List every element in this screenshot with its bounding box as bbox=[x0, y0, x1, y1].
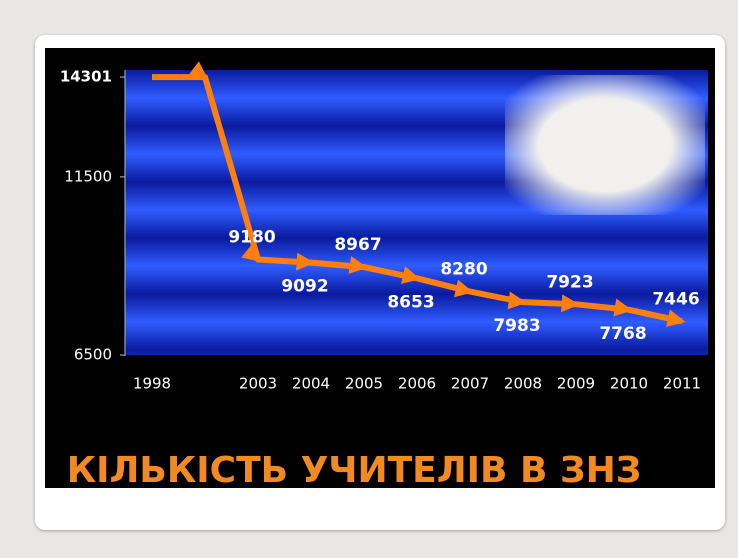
data-label: 9180 bbox=[228, 228, 275, 248]
y-tick-label: 14301 bbox=[60, 68, 112, 86]
teacher-photo bbox=[505, 75, 705, 215]
x-tick-label: 2003 bbox=[239, 375, 277, 393]
data-label: 7446 bbox=[652, 289, 699, 309]
chart-title: КІЛЬКІСТЬ УЧИТЕЛІВ В ЗНЗ bbox=[67, 450, 642, 491]
x-tick-label: 2011 bbox=[663, 375, 701, 393]
data-label: 7768 bbox=[599, 324, 646, 344]
data-label: 7983 bbox=[493, 316, 540, 336]
data-label: 9092 bbox=[281, 277, 328, 297]
data-label: 7923 bbox=[546, 272, 593, 292]
x-tick-label: 2005 bbox=[345, 375, 383, 393]
x-tick-label: 2009 bbox=[557, 375, 595, 393]
x-tick-label: 2006 bbox=[398, 375, 436, 393]
x-tick-label: 2007 bbox=[451, 375, 489, 393]
x-tick-label: 1998 bbox=[133, 375, 171, 393]
x-tick-label: 2008 bbox=[504, 375, 542, 393]
data-line bbox=[152, 61, 686, 328]
x-tick-label: 2010 bbox=[610, 375, 648, 393]
data-label: 8967 bbox=[334, 235, 381, 255]
y-tick-label: 11500 bbox=[64, 167, 112, 185]
data-label: 8280 bbox=[440, 260, 487, 280]
data-label: 8653 bbox=[387, 292, 434, 312]
x-tick-label: 2004 bbox=[292, 375, 330, 393]
y-tick-label: 6500 bbox=[74, 346, 112, 364]
